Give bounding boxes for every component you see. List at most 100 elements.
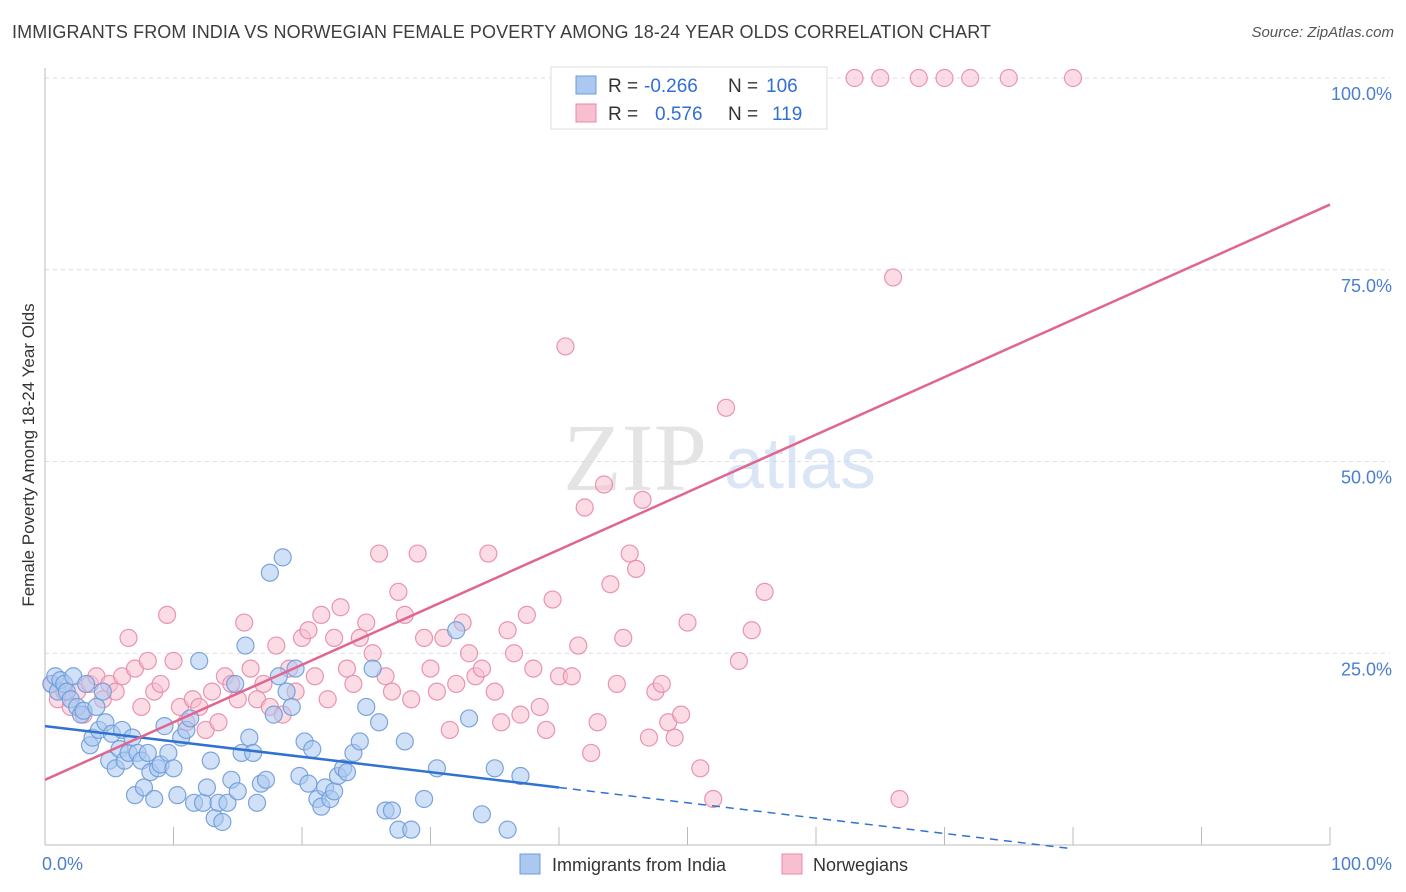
norway-point	[267, 636, 286, 655]
india-point	[325, 782, 344, 801]
legend-swatch-norway	[575, 103, 597, 123]
india-point	[485, 759, 504, 778]
norway-point	[961, 68, 980, 88]
india-points	[42, 548, 530, 839]
norway-point	[459, 644, 479, 663]
legend-n-value-norway: 119	[772, 104, 802, 125]
india-point	[337, 763, 357, 782]
india-point	[236, 636, 255, 655]
norway-point	[537, 720, 556, 740]
norway-point	[305, 667, 324, 686]
norway-point	[530, 697, 549, 717]
india-point	[213, 812, 232, 832]
norway-point	[704, 789, 723, 809]
norway-point	[626, 559, 646, 578]
norway-point	[1063, 68, 1083, 88]
norway-point	[607, 674, 626, 694]
norway-point	[331, 598, 350, 617]
legend-r-label-india: R =	[608, 76, 638, 97]
norway-point	[389, 582, 408, 601]
india-point	[459, 709, 479, 728]
norway-point	[157, 605, 177, 625]
norway-point	[414, 628, 434, 648]
series-legend: Immigrants from India Norwegians	[519, 853, 908, 875]
norway-point	[562, 667, 581, 686]
legend-n-label-india: N =	[728, 76, 758, 97]
india-point	[282, 697, 301, 717]
india-point	[370, 713, 389, 732]
norway-point	[408, 544, 427, 563]
india-point	[299, 774, 318, 793]
legend-swatch-india	[575, 75, 597, 95]
y-tick-label-2: 75.0%	[1341, 276, 1392, 296]
bottom-legend-swatch-india	[519, 853, 541, 875]
india-point	[77, 674, 96, 694]
x-tick-label-max: 100.0%	[1331, 854, 1392, 874]
india-point	[226, 674, 245, 694]
norway-point	[665, 728, 684, 747]
india-point	[244, 743, 263, 763]
norway-point	[209, 713, 228, 732]
india-point	[498, 820, 517, 839]
india-point	[168, 786, 187, 805]
norway-point	[447, 674, 466, 694]
chart-source: Source: ZipAtlas.com	[1251, 24, 1394, 41]
norway-point	[318, 690, 337, 709]
india-point	[240, 728, 259, 747]
norway-point	[241, 659, 260, 678]
india-point	[260, 563, 279, 582]
x-tick-label-min: 0.0%	[42, 854, 83, 874]
y-axis-label: Female Poverty Among 18-24 Year Olds	[19, 303, 38, 606]
y-tick-label-1: 50.0%	[1341, 468, 1392, 488]
norway-point	[633, 490, 652, 509]
norway-point	[202, 682, 222, 701]
axes	[44, 68, 1331, 846]
norway-point	[556, 337, 575, 356]
norway-point	[312, 605, 331, 625]
norway-point	[151, 674, 170, 694]
norway-point	[594, 475, 614, 494]
norway-point	[671, 705, 691, 724]
norway-point	[325, 628, 344, 648]
norway-point	[588, 713, 607, 732]
norway-point	[691, 759, 710, 778]
norway-point	[575, 498, 594, 517]
india-point	[164, 759, 183, 778]
india-point	[87, 697, 106, 717]
gridlines	[45, 77, 1390, 654]
india-point	[190, 651, 209, 671]
norway-point	[883, 268, 903, 287]
norway-point	[498, 621, 517, 640]
norway-point	[357, 613, 376, 632]
india-point	[303, 740, 322, 759]
india-point	[218, 793, 237, 812]
india-point	[228, 782, 247, 801]
chart-title: IMMIGRANTS FROM INDIA VS NORWEGIAN FEMAL…	[12, 22, 992, 42]
norway-point	[485, 682, 504, 701]
india-point	[256, 770, 276, 789]
india-point	[264, 705, 283, 724]
norway-point	[755, 582, 774, 601]
norway-point	[524, 659, 543, 678]
norway-point	[511, 705, 530, 724]
india-point	[382, 801, 402, 820]
india-point	[197, 778, 217, 797]
norway-point	[402, 690, 421, 709]
legend-n-label-norway: N =	[728, 104, 758, 125]
legend-n-value-india: 106	[766, 76, 798, 97]
norway-point	[890, 789, 909, 809]
norway-point	[639, 728, 659, 747]
norway-point	[164, 651, 183, 671]
norway-point	[999, 68, 1018, 88]
bottom-legend-swatch-norway	[781, 853, 803, 875]
norway-point	[138, 651, 157, 671]
india-point	[134, 778, 154, 797]
india-point	[395, 732, 414, 751]
norway-point	[363, 644, 382, 663]
norway-point	[119, 628, 138, 648]
legend-r-value-norway: 0.576	[655, 104, 703, 125]
norway-point	[370, 544, 389, 563]
norway-trendline	[44, 203, 1331, 781]
bottom-legend-label-india: Immigrants from India	[552, 855, 727, 875]
